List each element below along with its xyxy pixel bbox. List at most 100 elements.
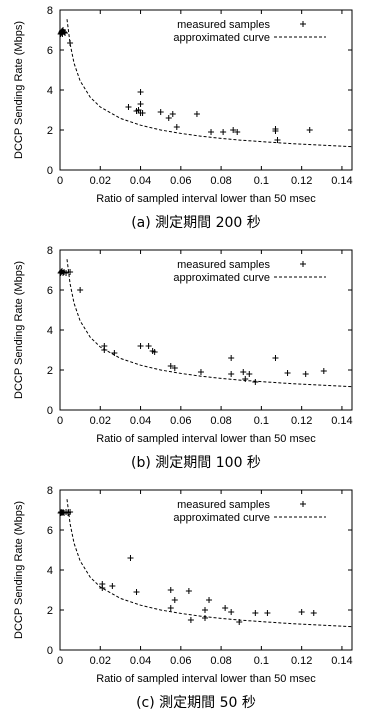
legend-samples-label: measured samples <box>177 499 270 511</box>
measured-sample-point <box>173 124 180 130</box>
measured-sample-point <box>298 609 305 615</box>
measured-sample-point <box>137 343 144 349</box>
y-tick-label: 0 <box>47 645 53 657</box>
measured-sample-point <box>67 509 74 515</box>
x-tick-label: 0.04 <box>130 175 151 187</box>
y-tick-label: 4 <box>47 565 53 577</box>
y-axis-label: DCCP Sending Rate (Mbps) <box>13 261 25 399</box>
chart-panel-3: 0 0.02 0.04 0.06 0.08 0.1 0.12 0.14 0 2 4 6 8 Ratio o… <box>13 485 353 711</box>
legend-curve-label: approximated curve <box>173 512 270 524</box>
measured-sample-point <box>167 605 174 611</box>
measured-sample-point <box>272 355 279 361</box>
measured-sample-point <box>208 129 215 135</box>
y-tick-label: 2 <box>47 365 53 377</box>
measured-sample-point <box>101 347 108 353</box>
x-tick-label: 0.06 <box>170 655 191 667</box>
y-axis-label: DCCP Sending Rate (Mbps) <box>13 501 25 639</box>
measured-sample-point <box>167 363 174 369</box>
x-tick-label: 0.04 <box>130 655 151 667</box>
measured-sample-point <box>252 610 259 616</box>
measured-sample-point <box>242 376 249 382</box>
measured-sample-point <box>222 605 229 611</box>
measured-sample-point <box>67 269 74 275</box>
chart-panel-2: 0 0.02 0.04 0.06 0.08 0.1 0.12 0.14 0 2 4 6 8 Ratio o… <box>13 245 353 471</box>
y-tick-label: 0 <box>47 165 53 177</box>
x-axis-label: Ratio of sampled interval lower than 50 … <box>96 673 316 685</box>
x-tick-label: 0.1 <box>254 655 269 667</box>
measured-sample-point <box>165 115 172 121</box>
x-tick-label: 0.08 <box>210 175 231 187</box>
legend-curve-label: approximated curve <box>173 272 270 284</box>
y-tick-label: 4 <box>47 85 53 97</box>
panel-caption: (c) 測定期間 50 秒 <box>136 695 256 711</box>
x-axis-label: Ratio of sampled interval lower than 50 … <box>96 433 316 445</box>
measured-sample-point <box>61 29 68 35</box>
chart-panel-1: 0 0.02 0.04 0.06 0.08 0.1 0.12 0.14 0 2 4 6 8 Ratio o… <box>13 5 353 231</box>
x-tick-label: 0.14 <box>331 415 352 427</box>
measured-sample-point <box>220 129 227 135</box>
legend-samples-marker <box>300 501 306 507</box>
x-tick-label: 0.08 <box>210 415 231 427</box>
measured-sample-point <box>111 350 118 356</box>
measured-sample-point <box>228 355 235 361</box>
measured-sample-point <box>137 101 144 107</box>
x-tick-label: 0.06 <box>170 415 191 427</box>
approximated-curve-line <box>66 259 352 388</box>
measured-sample-point <box>171 597 178 603</box>
measured-sample-point <box>151 349 158 355</box>
measured-sample-point <box>187 617 194 623</box>
measured-sample-point <box>252 379 259 385</box>
x-tick-label: 0.1 <box>254 415 269 427</box>
measured-sample-point <box>145 343 152 349</box>
x-tick-label: 0.12 <box>291 415 312 427</box>
measured-sample-point <box>228 609 235 615</box>
measured-sample-point <box>234 129 241 135</box>
measured-sample-point <box>197 369 204 375</box>
y-tick-label: 8 <box>47 245 53 257</box>
legend-samples-marker <box>300 21 306 27</box>
x-tick-label: 0.02 <box>90 415 111 427</box>
approximated-curve-line <box>66 19 352 148</box>
measured-sample-point <box>185 588 192 594</box>
legend-samples-marker <box>300 261 306 267</box>
y-axis-label: DCCP Sending Rate (Mbps) <box>13 21 25 159</box>
measured-sample-point <box>137 89 144 95</box>
measured-sample-point <box>230 127 237 133</box>
x-tick-label: 0.14 <box>331 655 352 667</box>
y-tick-label: 6 <box>47 285 53 297</box>
measured-sample-point <box>193 111 200 117</box>
measured-sample-point <box>306 127 313 133</box>
measured-sample-point <box>320 368 327 374</box>
measured-sample-point <box>171 365 178 371</box>
measured-sample-point <box>133 589 140 595</box>
measured-sample-point <box>310 610 317 616</box>
measured-sample-point <box>157 109 164 115</box>
measured-sample-point <box>302 371 309 377</box>
measured-sample-point <box>246 371 253 377</box>
x-tick-label: 0 <box>57 655 63 667</box>
measured-sample-point <box>77 287 84 293</box>
x-tick-label: 0.12 <box>291 175 312 187</box>
measured-sample-point <box>236 619 243 625</box>
y-tick-label: 4 <box>47 325 53 337</box>
y-tick-label: 2 <box>47 125 53 137</box>
approximated-curve-line <box>66 499 352 628</box>
measured-sample-point <box>62 30 69 36</box>
measured-sample-point <box>125 104 132 110</box>
measured-sample-point <box>201 615 208 621</box>
measured-sample-point <box>272 128 279 134</box>
x-tick-label: 0.1 <box>254 175 269 187</box>
x-tick-label: 0.02 <box>90 655 111 667</box>
measured-sample-point <box>284 370 291 376</box>
x-tick-label: 0.02 <box>90 175 111 187</box>
y-tick-label: 8 <box>47 5 53 17</box>
measured-sample-point <box>228 371 235 377</box>
legend-curve-label: approximated curve <box>173 32 270 44</box>
measured-sample-point <box>127 555 134 561</box>
panel-caption: (a) 測定期間 200 秒 <box>131 215 261 231</box>
measured-sample-point <box>169 111 176 117</box>
measured-sample-point <box>167 587 174 593</box>
measured-sample-point <box>67 40 74 46</box>
x-axis-label: Ratio of sampled interval lower than 50 … <box>96 193 316 205</box>
